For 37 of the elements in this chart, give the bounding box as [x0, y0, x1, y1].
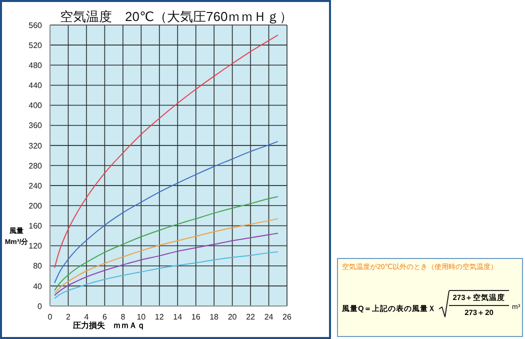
line-series — [54, 251, 278, 299]
x-tick-label: 12 — [154, 312, 164, 322]
line-series — [54, 140, 278, 284]
x-tick-label: 26 — [282, 312, 292, 322]
y-tick-label: 320 — [28, 141, 43, 150]
x-tick-label: 20 — [228, 312, 238, 322]
x-tick-label: 18 — [210, 312, 220, 322]
y-tick-label: 400 — [28, 101, 43, 110]
x-tick-label: 16 — [191, 312, 201, 322]
x-tick-label: 0 — [48, 312, 53, 322]
y-tick-label: 0 — [38, 302, 43, 311]
y-tick-label: 560 — [28, 20, 43, 30]
y-tick-label: 80 — [33, 262, 43, 271]
x-tick-label: 10 — [136, 312, 146, 322]
y-tick-label: 160 — [28, 222, 43, 231]
x-tick-label: 4 — [84, 312, 90, 322]
line-series — [54, 34, 278, 268]
line-series — [54, 196, 278, 291]
y-tick-label: 360 — [28, 121, 43, 130]
chart-title: 空気温度 20℃（大気圧760ｍｍＨｇ） — [60, 8, 293, 26]
y-tick-label: 280 — [28, 161, 43, 170]
y-tick-label: 40 — [33, 282, 43, 291]
x-tick-label: 22 — [246, 312, 256, 322]
x-tick-label: 8 — [120, 312, 126, 322]
y-tick-label: 440 — [28, 81, 43, 90]
y-tick-label: 480 — [28, 60, 43, 70]
y-tick-label: 120 — [28, 242, 43, 251]
y-tick-label: 200 — [28, 201, 43, 210]
x-tick-label: 2 — [66, 312, 72, 322]
x-axis-title: 圧力損失 ｍｍＡｑ — [73, 320, 145, 331]
y-tick-label: 240 — [28, 181, 43, 190]
x-tick-label: 14 — [173, 312, 183, 322]
line-series — [54, 232, 278, 296]
y-tick-label: 520 — [28, 40, 43, 50]
line-series — [54, 218, 278, 294]
x-tick-label: 6 — [102, 312, 108, 322]
x-tick-label: 24 — [264, 312, 274, 322]
